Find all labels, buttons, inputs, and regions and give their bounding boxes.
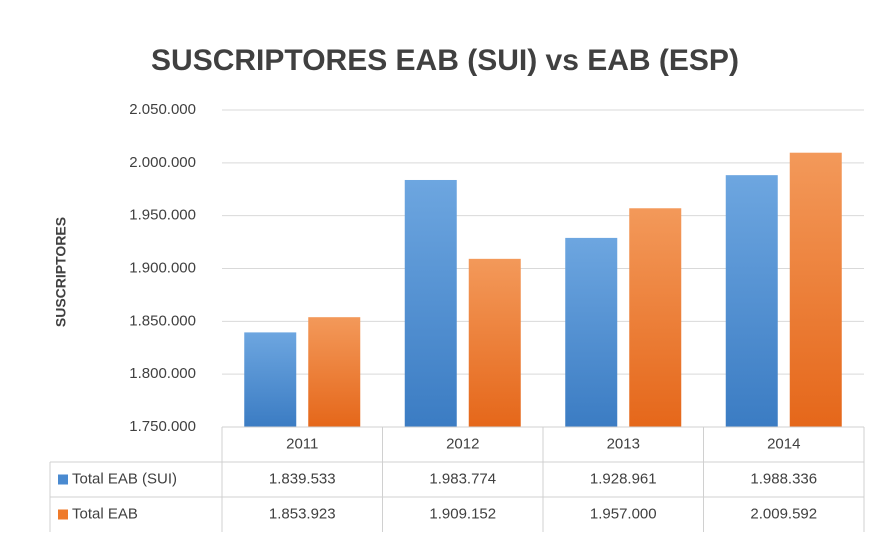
legend-label: Total EAB (SUI) — [72, 470, 177, 487]
table-value: 1.909.152 — [429, 505, 496, 522]
x-tick-label: 2013 — [607, 435, 640, 452]
y-axis-label: SUSCRIPTORES — [53, 217, 69, 327]
bar — [244, 332, 297, 427]
bar — [468, 258, 521, 427]
table-value: 1.957.000 — [590, 505, 657, 522]
y-tick-label: 1.750.000 — [129, 418, 196, 435]
legend-swatch — [58, 509, 68, 520]
table-value: 1.988.336 — [750, 470, 817, 487]
bar — [629, 208, 682, 427]
x-tick-label: 2012 — [446, 435, 479, 452]
table-value: 2.009.592 — [750, 505, 817, 522]
bar — [404, 179, 457, 427]
y-tick-label: 2.050.000 — [129, 101, 196, 118]
table-value: 1.853.923 — [269, 505, 336, 522]
chart-title: SUSCRIPTORES EAB (SUI) vs EAB (ESP) — [151, 44, 739, 77]
table-value: 1.928.961 — [590, 470, 657, 487]
bar — [725, 175, 778, 427]
y-tick-label: 1.900.000 — [129, 259, 196, 276]
table-value: 1.983.774 — [429, 470, 496, 487]
bar — [789, 152, 842, 427]
y-tick-label: 2.000.000 — [129, 154, 196, 171]
table-value: 1.839.533 — [269, 470, 336, 487]
x-tick-label: 2014 — [767, 435, 800, 452]
y-tick-label: 1.950.000 — [129, 207, 196, 224]
bar — [565, 237, 618, 427]
legend-swatch — [58, 474, 68, 485]
y-tick-label: 1.800.000 — [129, 365, 196, 382]
legend-label: Total EAB — [72, 505, 138, 522]
y-tick-label: 1.850.000 — [129, 312, 196, 329]
x-tick-label: 2011 — [286, 435, 318, 452]
bar — [308, 317, 361, 427]
